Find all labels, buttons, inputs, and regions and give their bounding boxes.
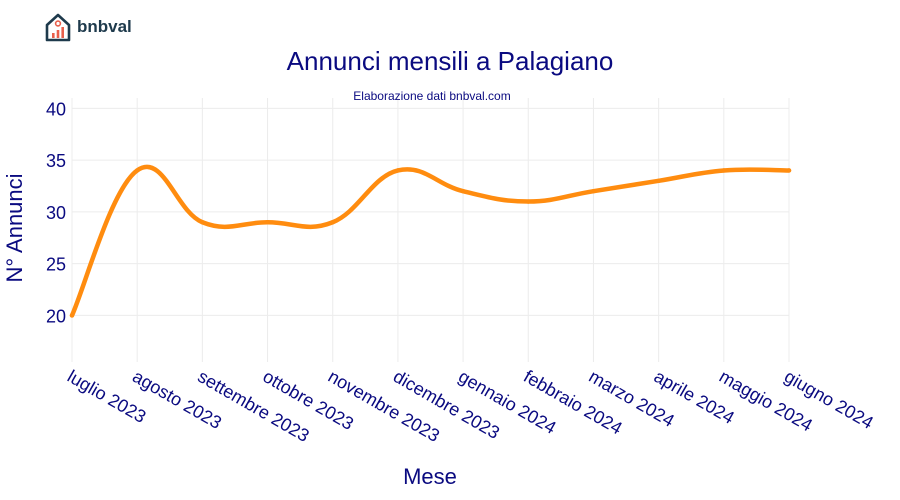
data-point (265, 220, 270, 225)
data-point (460, 188, 466, 194)
data-point (526, 199, 531, 204)
grid-lines (71, 98, 790, 362)
y-tick-label: 40 (46, 99, 66, 119)
data-point (200, 220, 205, 225)
y-axis-ticks: 20 25 30 35 40 (46, 99, 66, 326)
y-axis-label: N° Annunci (2, 173, 27, 282)
x-tick-label: novembre 2023 (325, 366, 443, 446)
y-tick-label: 25 (46, 255, 66, 275)
brand-name: bnbval (77, 17, 132, 36)
data-point (69, 313, 75, 318)
y-tick-label: 30 (46, 203, 66, 223)
y-tick-label: 20 (46, 306, 66, 326)
x-axis-label: Mese (403, 464, 457, 489)
chart-title: Annunci mensili a Palagiano (287, 46, 614, 76)
brand-logo: bnbval (44, 12, 132, 42)
data-point (721, 168, 727, 173)
series-listings (69, 164, 792, 318)
data-point (656, 178, 661, 184)
series-line (69, 164, 792, 318)
data-point (395, 168, 401, 173)
data-point (591, 188, 596, 194)
house-chart-icon (45, 13, 71, 42)
data-point (330, 220, 335, 225)
y-tick-label: 35 (46, 151, 66, 171)
data-point (786, 168, 792, 173)
chart-subtitle: Elaborazione dati bnbval.com (353, 89, 510, 103)
x-tick-label: settembre 2023 (194, 366, 312, 446)
data-point (134, 168, 140, 173)
